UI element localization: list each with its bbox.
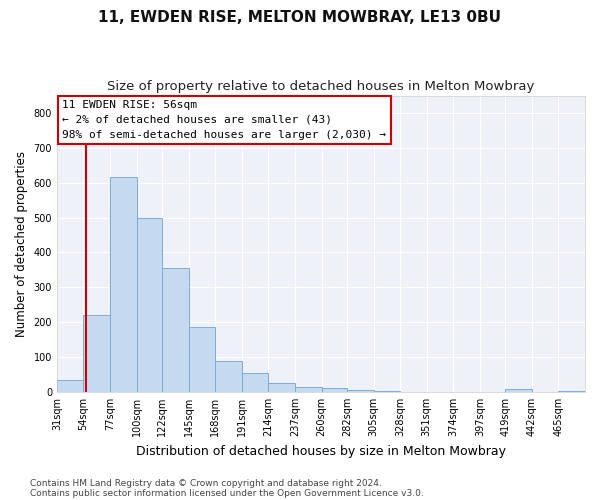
Bar [57, 380, 83, 392]
Y-axis label: Number of detached properties: Number of detached properties [15, 150, 28, 336]
Bar [347, 390, 374, 392]
X-axis label: Distribution of detached houses by size in Melton Mowbray: Distribution of detached houses by size … [136, 444, 506, 458]
Bar [505, 389, 532, 392]
Bar [268, 383, 295, 392]
Bar [374, 391, 400, 392]
Bar [188, 328, 215, 392]
Text: 11 EWDEN RISE: 56sqm
← 2% of detached houses are smaller (43)
98% of semi-detach: 11 EWDEN RISE: 56sqm ← 2% of detached ho… [62, 100, 386, 140]
Bar [162, 268, 188, 392]
Bar [322, 388, 347, 392]
Bar [110, 178, 137, 392]
Text: 11, EWDEN RISE, MELTON MOWBRAY, LE13 0BU: 11, EWDEN RISE, MELTON MOWBRAY, LE13 0BU [98, 10, 502, 25]
Bar [83, 315, 110, 392]
Text: Contains HM Land Registry data © Crown copyright and database right 2024.: Contains HM Land Registry data © Crown c… [30, 478, 382, 488]
Bar [242, 373, 268, 392]
Bar [295, 386, 322, 392]
Text: Contains public sector information licensed under the Open Government Licence v3: Contains public sector information licen… [30, 488, 424, 498]
Bar [559, 391, 585, 392]
Bar [215, 361, 242, 392]
Title: Size of property relative to detached houses in Melton Mowbray: Size of property relative to detached ho… [107, 80, 535, 93]
Bar [137, 218, 162, 392]
